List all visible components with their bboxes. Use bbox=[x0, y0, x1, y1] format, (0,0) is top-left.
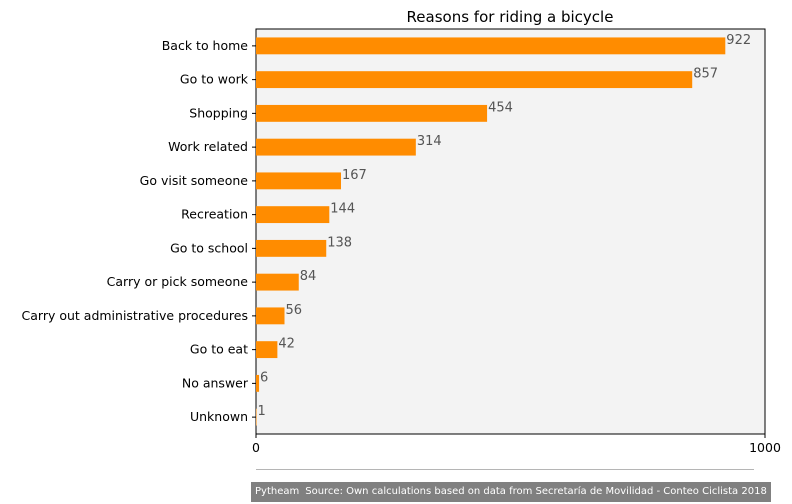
data-label: 857 bbox=[693, 67, 718, 82]
y-tick-label: Go to eat bbox=[190, 342, 248, 357]
chart-title: Reasons for riding a bicycle bbox=[407, 8, 614, 26]
data-label: 922 bbox=[726, 33, 751, 48]
y-tick-label: Work related bbox=[168, 139, 248, 154]
bar bbox=[256, 172, 342, 190]
x-tick-label: 0 bbox=[252, 440, 260, 455]
bar bbox=[256, 71, 693, 89]
y-tick-label: Back to home bbox=[162, 38, 249, 53]
y-tick-label: Unknown bbox=[190, 409, 248, 424]
bar bbox=[256, 104, 488, 122]
bars: Back to home 922 Go to work 857 Shopping 454 W… bbox=[22, 33, 781, 455]
bar bbox=[256, 206, 330, 224]
y-tick-label: Shopping bbox=[189, 105, 248, 120]
data-label: 454 bbox=[488, 100, 513, 115]
y-tick-label: Go to work bbox=[180, 72, 249, 87]
y-tick-label: Go visit someone bbox=[140, 173, 249, 188]
footer-source: Pytheam Source: Own calculations based on… bbox=[251, 482, 771, 502]
bar bbox=[256, 408, 257, 426]
bar bbox=[256, 37, 726, 55]
y-tick-label: Go to school bbox=[170, 240, 248, 255]
data-label: 138 bbox=[327, 235, 352, 250]
data-label: 314 bbox=[417, 134, 442, 149]
data-label: 6 bbox=[260, 370, 268, 385]
bar bbox=[256, 273, 299, 291]
y-tick-label: Carry out administrative procedures bbox=[22, 308, 248, 323]
data-label: 84 bbox=[300, 269, 317, 284]
data-label: 167 bbox=[342, 168, 367, 183]
bar bbox=[256, 307, 285, 325]
footer-brand: Pytheam bbox=[255, 486, 300, 497]
y-tick-label: Carry or pick someone bbox=[107, 274, 249, 289]
bar bbox=[256, 341, 278, 359]
data-label: 42 bbox=[278, 337, 295, 352]
x-tick-label: 1000 bbox=[749, 440, 781, 455]
footer-divider bbox=[256, 469, 754, 470]
plot-area bbox=[255, 28, 766, 435]
footer-source-text: Source: Own calculations based on data f… bbox=[305, 486, 767, 497]
y-tick-label: Recreation bbox=[181, 207, 248, 222]
bar bbox=[256, 138, 416, 156]
bar bbox=[256, 374, 260, 392]
y-tick-label: No answer bbox=[182, 375, 249, 390]
data-label: 56 bbox=[286, 303, 303, 318]
data-label: 144 bbox=[330, 202, 355, 217]
data-label: 1 bbox=[258, 404, 266, 419]
bar-chart: Reasons for riding a bicycle Back to hom… bbox=[22, 8, 781, 455]
bar bbox=[256, 239, 327, 257]
